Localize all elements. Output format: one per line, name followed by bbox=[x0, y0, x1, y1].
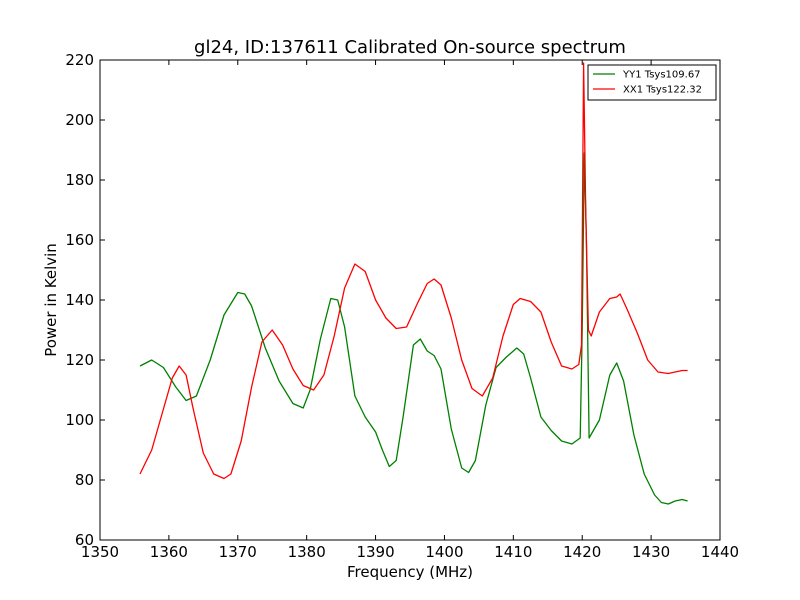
y-tick-label: 60 bbox=[75, 531, 94, 549]
y-tick-label: 140 bbox=[65, 291, 94, 309]
legend: YY1 Tsys109.67 XX1 Tsys122.32 bbox=[587, 64, 717, 101]
y-tick-label: 160 bbox=[65, 231, 94, 249]
x-tick-label: 1370 bbox=[219, 543, 257, 561]
x-tick-label: 1420 bbox=[563, 543, 601, 561]
x-tick-label: 1360 bbox=[150, 543, 188, 561]
legend-box bbox=[587, 64, 717, 101]
x-tick-label: 1350 bbox=[81, 543, 119, 561]
y-tick-label: 220 bbox=[65, 51, 94, 69]
y-tick-label: 120 bbox=[65, 351, 94, 369]
plot-frame bbox=[99, 59, 721, 541]
axes: 1350 1360 1370 1380 1390 1400 1410 1420 1430 1440… bbox=[65, 51, 739, 561]
series-line-2 bbox=[139, 62, 688, 480]
x-tick-label: 1430 bbox=[632, 543, 670, 561]
legend-label-2: XX1 Tsys122.32 bbox=[623, 85, 702, 96]
x-tick-label: 1410 bbox=[494, 543, 532, 561]
y-tick-label: 180 bbox=[65, 171, 94, 189]
x-tick-label: 1390 bbox=[356, 543, 394, 561]
y-tick-label: 200 bbox=[65, 111, 94, 129]
plot-area bbox=[139, 62, 688, 505]
x-axis-label: Frequency (MHz) bbox=[347, 563, 473, 581]
chart-title: gl24, ID:137611 Calibrated On-source spe… bbox=[194, 37, 626, 58]
y-tick-label: 100 bbox=[65, 411, 94, 429]
x-tick-label: 1440 bbox=[701, 543, 739, 561]
legend-label-1: YY1 Tsys109.67 bbox=[622, 70, 701, 81]
series-line-1 bbox=[139, 152, 688, 505]
x-tick-label: 1400 bbox=[425, 543, 463, 561]
x-tick-label: 1380 bbox=[288, 543, 326, 561]
y-axis-label: Power in Kelvin bbox=[42, 243, 60, 357]
y-tick-label: 80 bbox=[75, 471, 94, 489]
